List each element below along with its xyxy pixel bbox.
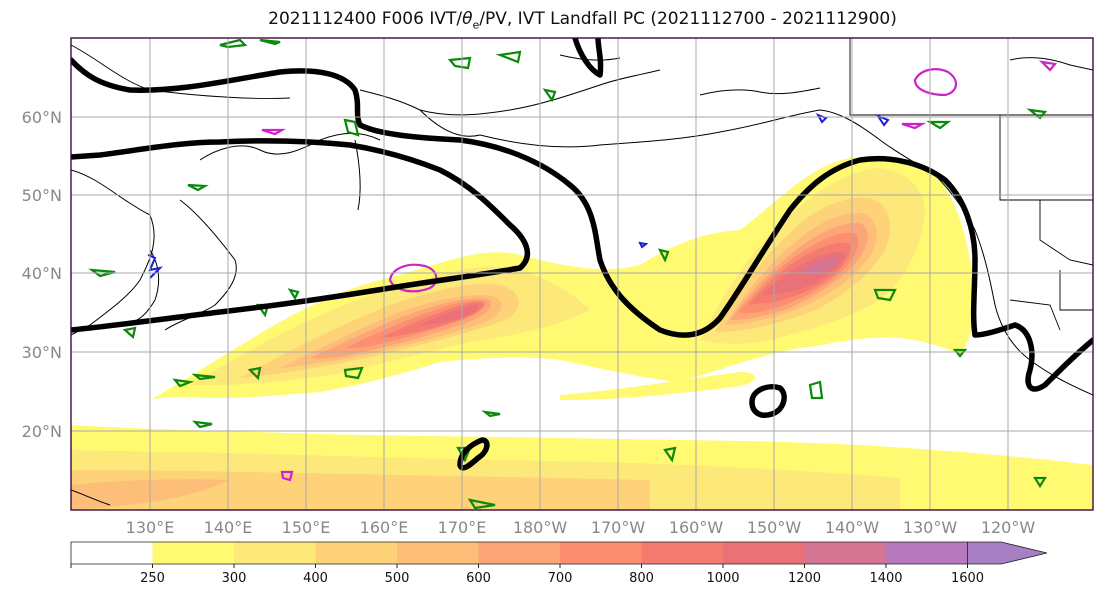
colorbar-segment	[886, 542, 968, 564]
lon-label-170w: 170°W	[591, 518, 646, 537]
longitude-labels: 130°E 140°E 150°E 160°E 170°E 180°W 170°…	[126, 518, 1036, 537]
lon-label-170e: 170°E	[438, 518, 487, 537]
latitude-labels: 20°N 30°N 40°N 50°N 60°N	[22, 108, 62, 441]
colorbar-segment	[315, 542, 398, 564]
colorbar-segment	[152, 542, 235, 564]
colorbar-tick-label: 400	[303, 571, 328, 586]
colorbar-tick-label: 1400	[869, 571, 902, 586]
lon-label-160w: 160°W	[669, 518, 724, 537]
map-title: 2021112400 F006 IVT/θe/PV, IVT Landfall …	[268, 9, 897, 32]
colorbar-extend-arrow	[967, 541, 1048, 565]
lon-label-180w: 180°W	[513, 518, 568, 537]
theta-e-magenta-contours	[261, 60, 1058, 482]
colorbar-segment	[804, 542, 887, 564]
colorbar-segment	[71, 542, 153, 564]
colorbar-frame	[70, 541, 968, 565]
colorbar-tick-label: 700	[548, 571, 573, 586]
colorbar-segment	[641, 542, 724, 564]
colorbar-tick-label: 300	[222, 571, 247, 586]
pv-contours	[71, 38, 1093, 471]
lat-label-20: 20°N	[22, 422, 62, 441]
colorbar-segment	[723, 542, 805, 564]
lon-label-140e: 140°E	[204, 518, 253, 537]
lon-label-130w: 130°W	[903, 518, 958, 537]
lon-label-120w: 120°W	[981, 518, 1036, 537]
colorbar-tick-label: 500	[385, 571, 410, 586]
colorbar-tick-label: 1600	[951, 571, 984, 586]
lon-label-160e: 160°E	[360, 518, 409, 537]
colorbar-tick-label: 600	[466, 571, 491, 586]
gridlines	[71, 38, 1093, 510]
ivt-fill-layer	[71, 157, 1093, 510]
colorbar: 250 300 400 500 600 700 800 1000 1200 1400 1600	[70, 541, 1048, 586]
colorbar-tick-label: 800	[629, 571, 654, 586]
ivt-1200	[800, 256, 840, 275]
colorbar-segment	[234, 542, 316, 564]
colorbar-tick-label: 1200	[788, 571, 821, 586]
lon-label-140w: 140°W	[825, 518, 880, 537]
lon-label-130e: 130°E	[126, 518, 175, 537]
lon-label-150e: 150°E	[282, 518, 331, 537]
colorbar-tick-label: 1000	[706, 571, 739, 586]
map-frame	[70, 37, 1094, 511]
lat-label-50: 50°N	[22, 186, 62, 205]
lon-label-150w: 150°W	[747, 518, 802, 537]
lat-label-60: 60°N	[22, 108, 62, 127]
lat-label-40: 40°N	[22, 264, 62, 283]
lat-label-30: 30°N	[22, 343, 62, 362]
colorbar-segment	[478, 542, 561, 564]
colorbar-segment	[397, 542, 479, 564]
colorbar-tick-label: 250	[140, 571, 165, 586]
colorbar-segment	[560, 542, 642, 564]
